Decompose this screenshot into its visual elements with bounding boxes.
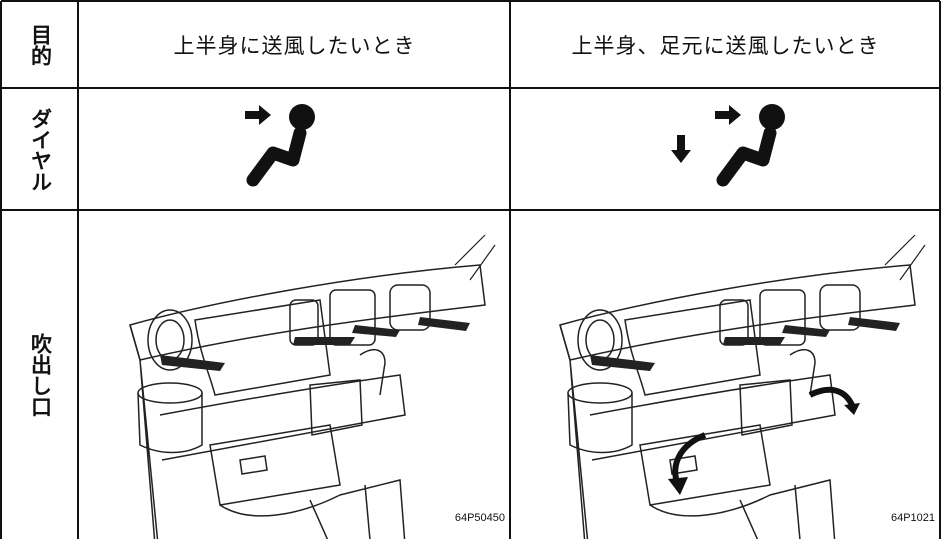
vent-illustration-upper-feet (559, 234, 926, 539)
row-label: 目的 (28, 24, 53, 66)
figure-code: 64P1021 (890, 512, 935, 524)
row-label: 吹出し口 (28, 333, 53, 417)
vent-illustration-upper (129, 234, 496, 539)
row-label: ダイヤル (28, 107, 53, 192)
column-header: 上半身、足元に送風したいとき (571, 34, 880, 58)
figure-code: 64P50450 (454, 512, 505, 524)
dial-icon-upper (245, 104, 315, 180)
dial-icon-upper-feet (671, 104, 785, 180)
column-header: 上半身に送風したいとき (173, 34, 416, 58)
